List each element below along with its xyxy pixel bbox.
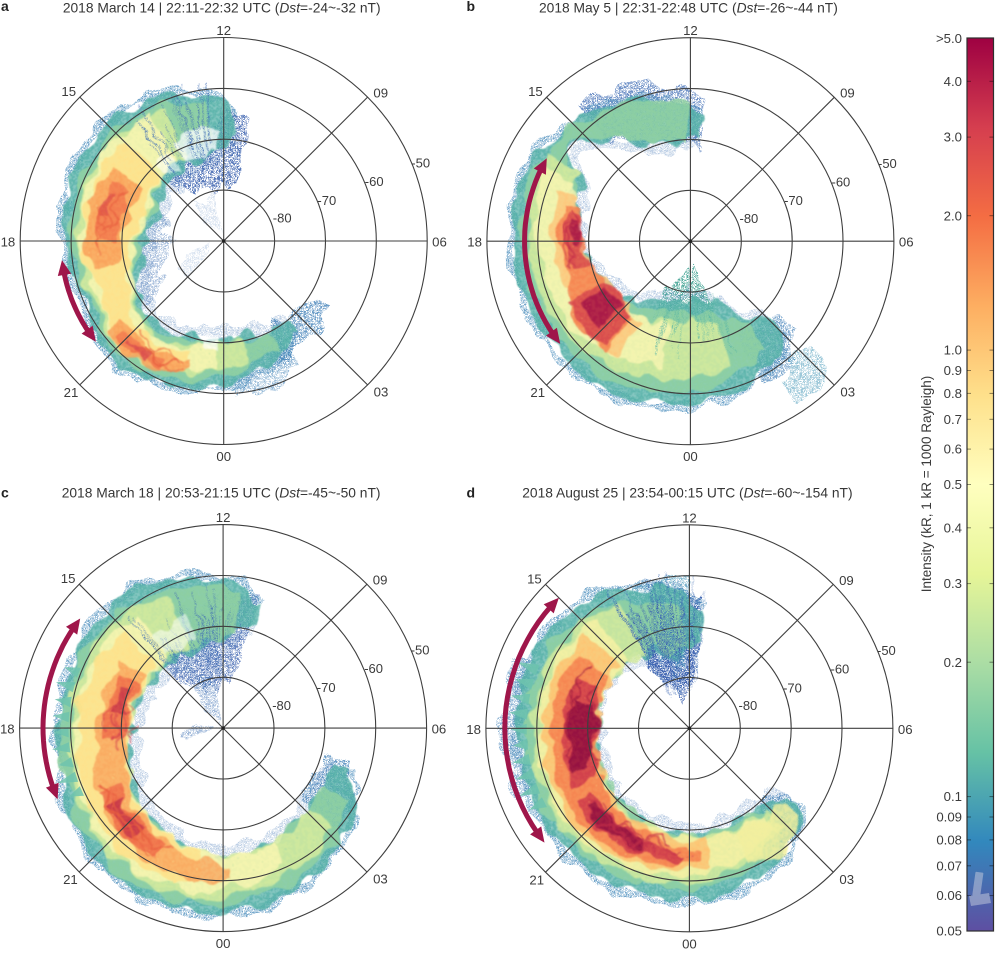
svg-text:06: 06 xyxy=(898,722,913,737)
svg-text:-70: -70 xyxy=(317,193,336,208)
svg-text:Intensity (kR, 1 kR = 1000 Ray: Intensity (kR, 1 kR = 1000 Rayleigh) xyxy=(919,376,934,592)
svg-text:c: c xyxy=(1,484,9,500)
svg-text:21: 21 xyxy=(529,872,544,887)
svg-text:3.0: 3.0 xyxy=(944,130,962,145)
svg-text:0.5: 0.5 xyxy=(944,477,962,492)
svg-text:0.09: 0.09 xyxy=(936,810,962,825)
svg-text:0.3: 0.3 xyxy=(944,576,962,591)
svg-text:1.0: 1.0 xyxy=(944,343,962,358)
svg-text:15: 15 xyxy=(528,84,543,99)
svg-text:-70: -70 xyxy=(783,680,802,695)
svg-text:00: 00 xyxy=(216,449,231,464)
svg-text:-60: -60 xyxy=(832,174,851,189)
svg-text:-70: -70 xyxy=(784,193,803,208)
svg-text:2.0: 2.0 xyxy=(944,208,962,223)
svg-text:12: 12 xyxy=(216,23,231,38)
svg-text:18: 18 xyxy=(1,235,16,250)
svg-text:0.8: 0.8 xyxy=(944,386,962,401)
svg-text:0.06: 0.06 xyxy=(936,888,962,903)
svg-text:2018 March 14 | 22:11-22:32 UT: 2018 March 14 | 22:11-22:32 UTC (Dst=-24… xyxy=(63,1,381,16)
svg-text:12: 12 xyxy=(216,510,231,525)
svg-text:15: 15 xyxy=(527,571,542,586)
svg-text:-60: -60 xyxy=(364,661,383,676)
svg-text:21: 21 xyxy=(64,385,79,400)
svg-text:a: a xyxy=(1,0,9,14)
svg-text:09: 09 xyxy=(840,86,855,101)
svg-text:00: 00 xyxy=(683,449,698,464)
svg-text:-60: -60 xyxy=(365,174,384,189)
svg-text:2018 August 25 | 23:54-00:15 U: 2018 August 25 | 23:54-00:15 UTC (Dst=-6… xyxy=(522,485,852,500)
svg-text:-60: -60 xyxy=(831,661,850,676)
svg-text:-70: -70 xyxy=(317,680,336,695)
svg-text:0.9: 0.9 xyxy=(944,363,962,378)
svg-text:-80: -80 xyxy=(273,211,292,226)
svg-text:12: 12 xyxy=(683,23,698,38)
svg-text:0.08: 0.08 xyxy=(936,833,962,848)
svg-text:15: 15 xyxy=(61,84,76,99)
svg-text:-80: -80 xyxy=(272,698,291,713)
svg-text:06: 06 xyxy=(899,235,914,250)
svg-text:0.4: 0.4 xyxy=(944,520,962,535)
svg-text:0.6: 0.6 xyxy=(944,442,962,457)
svg-text:4.0: 4.0 xyxy=(944,74,962,89)
svg-text:21: 21 xyxy=(530,385,545,400)
svg-text:b: b xyxy=(467,0,476,14)
svg-text:00: 00 xyxy=(682,936,697,951)
svg-text:18: 18 xyxy=(467,235,482,250)
svg-text:-80: -80 xyxy=(739,698,758,713)
svg-text:0.07: 0.07 xyxy=(936,858,962,873)
svg-text:09: 09 xyxy=(839,573,854,588)
svg-text:>5.0: >5.0 xyxy=(936,31,962,46)
svg-text:0.05: 0.05 xyxy=(936,924,962,939)
svg-text:03: 03 xyxy=(374,385,389,400)
svg-text:2018 May 5 | 22:31-22:48 UTC (: 2018 May 5 | 22:31-22:48 UTC (Dst=-26~-4… xyxy=(539,1,838,16)
svg-text:d: d xyxy=(467,484,476,500)
svg-text:12: 12 xyxy=(682,510,697,525)
svg-text:18: 18 xyxy=(466,722,481,737)
svg-text:03: 03 xyxy=(840,385,855,400)
svg-text:-50: -50 xyxy=(411,156,430,171)
svg-text:2018 March 18 | 20:53-21:15 UT: 2018 March 18 | 20:53-21:15 UTC (Dst=-45… xyxy=(62,485,381,500)
svg-text:-50: -50 xyxy=(411,643,430,658)
svg-text:06: 06 xyxy=(432,722,447,737)
svg-text:06: 06 xyxy=(432,235,447,250)
svg-text:18: 18 xyxy=(0,722,15,737)
svg-text:-50: -50 xyxy=(878,156,897,171)
svg-text:-50: -50 xyxy=(877,643,896,658)
svg-text:0.7: 0.7 xyxy=(944,412,962,427)
svg-text:03: 03 xyxy=(839,872,854,887)
svg-text:03: 03 xyxy=(373,872,388,887)
svg-text:21: 21 xyxy=(63,872,78,887)
svg-text:-80: -80 xyxy=(740,211,759,226)
svg-text:0.1: 0.1 xyxy=(944,789,962,804)
svg-text:09: 09 xyxy=(373,573,388,588)
svg-text:09: 09 xyxy=(373,86,388,101)
svg-text:0.2: 0.2 xyxy=(944,655,962,670)
svg-text:00: 00 xyxy=(216,936,231,951)
svg-text:15: 15 xyxy=(61,571,76,586)
